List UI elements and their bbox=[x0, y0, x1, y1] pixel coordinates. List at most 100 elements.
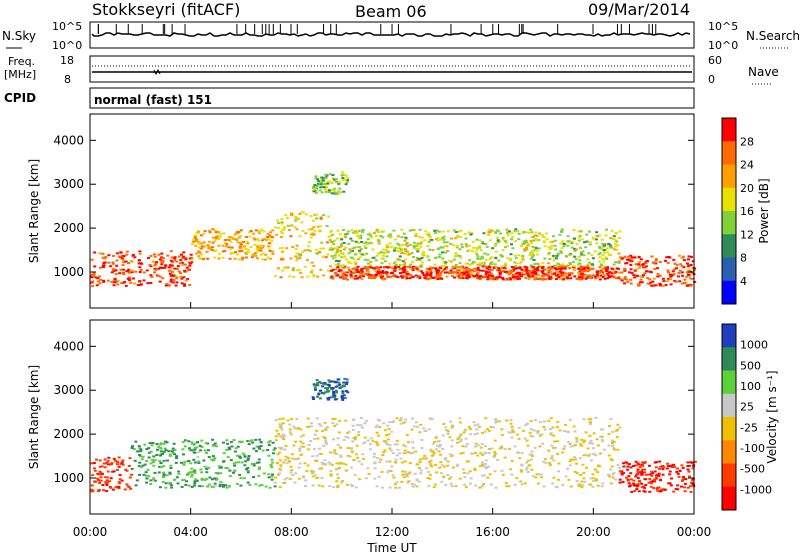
echo-cell bbox=[398, 419, 402, 422]
echo-cell bbox=[257, 249, 261, 252]
echo-cell bbox=[548, 428, 552, 431]
echo-cell bbox=[525, 231, 529, 234]
echo-cell bbox=[503, 270, 507, 273]
echo-cell bbox=[255, 250, 259, 253]
echo-cell bbox=[102, 264, 106, 267]
echo-cell bbox=[202, 232, 206, 235]
x-tick-label: 16:00 bbox=[475, 525, 510, 539]
echo-cell bbox=[274, 419, 278, 422]
echo-cell bbox=[197, 462, 201, 465]
echo-cell bbox=[336, 484, 340, 487]
echo-cell bbox=[426, 477, 430, 480]
echo-cell bbox=[441, 230, 445, 233]
echo-cell bbox=[183, 461, 187, 464]
echo-cell bbox=[337, 181, 341, 184]
echo-cell bbox=[93, 265, 97, 268]
echo-cell bbox=[485, 267, 489, 270]
echo-cell bbox=[488, 258, 492, 261]
echo-cell bbox=[434, 463, 438, 466]
echo-cell bbox=[412, 425, 416, 428]
echo-cell bbox=[162, 465, 166, 468]
echo-cell bbox=[577, 262, 581, 265]
echo-cell bbox=[446, 430, 450, 433]
echo-cell bbox=[99, 471, 103, 474]
echo-cell bbox=[183, 284, 187, 287]
echo-cell bbox=[293, 481, 297, 484]
echo-cell bbox=[469, 272, 473, 275]
echo-cell bbox=[193, 461, 197, 464]
echo-cell bbox=[458, 477, 462, 480]
echo-cell bbox=[479, 249, 483, 252]
echo-cell bbox=[196, 455, 200, 458]
echo-cell bbox=[486, 278, 490, 281]
echo-cell bbox=[366, 439, 370, 442]
echo-cell bbox=[470, 452, 474, 455]
echo-cell bbox=[335, 381, 339, 384]
echo-cell bbox=[162, 471, 166, 474]
echo-cell bbox=[390, 430, 394, 433]
echo-cell bbox=[377, 268, 381, 271]
echo-cell bbox=[596, 444, 600, 447]
echo-cell bbox=[367, 276, 371, 279]
echo-cell bbox=[419, 270, 423, 273]
echo-cell bbox=[477, 276, 481, 279]
echo-cell bbox=[518, 266, 522, 269]
echo-cell bbox=[358, 256, 362, 259]
echo-cell bbox=[246, 248, 250, 251]
echo-cell bbox=[682, 259, 686, 262]
echo-cell bbox=[191, 442, 195, 445]
echo-cell bbox=[170, 486, 174, 489]
echo-cell bbox=[611, 238, 615, 241]
echo-cell bbox=[669, 275, 673, 278]
echo-cell bbox=[258, 447, 262, 450]
echo-cell bbox=[500, 266, 504, 269]
echo-cell bbox=[663, 488, 667, 491]
echo-cell bbox=[468, 264, 472, 267]
echo-cell bbox=[141, 464, 145, 467]
echo-cell bbox=[659, 488, 663, 491]
echo-cell bbox=[394, 461, 398, 464]
echo-cell bbox=[310, 470, 314, 473]
echo-cell bbox=[337, 431, 341, 434]
echo-cell bbox=[686, 258, 690, 261]
echo-cell bbox=[176, 482, 180, 485]
echo-cell bbox=[600, 435, 604, 438]
echo-cell bbox=[658, 274, 662, 277]
echo-cell bbox=[550, 267, 554, 270]
echo-cell bbox=[580, 271, 584, 274]
echo-cell bbox=[393, 443, 397, 446]
echo-cell bbox=[374, 230, 378, 233]
echo-cell bbox=[324, 442, 328, 445]
echo-cell bbox=[215, 236, 219, 239]
echo-cell bbox=[459, 256, 463, 259]
echo-cell bbox=[100, 465, 104, 468]
echo-cell bbox=[273, 481, 277, 484]
echo-cell bbox=[551, 235, 555, 238]
echo-cell bbox=[238, 440, 242, 443]
echo-cell bbox=[200, 485, 204, 488]
echo-cell bbox=[205, 451, 209, 454]
echo-cell bbox=[640, 486, 644, 489]
echo-cell bbox=[408, 277, 412, 280]
echo-cell bbox=[395, 443, 399, 446]
echo-cell bbox=[650, 470, 654, 473]
echo-cell bbox=[460, 267, 464, 270]
echo-cell bbox=[348, 455, 352, 458]
echo-cell bbox=[339, 455, 343, 458]
power-echoes bbox=[90, 171, 697, 288]
echo-cell bbox=[538, 445, 542, 448]
echo-cell bbox=[620, 279, 624, 282]
echo-cell bbox=[620, 257, 624, 260]
echo-cell bbox=[601, 257, 605, 260]
echo-cell bbox=[543, 268, 547, 271]
echo-cell bbox=[523, 273, 527, 276]
echo-cell bbox=[401, 243, 405, 246]
echo-cell bbox=[641, 274, 645, 277]
echo-cell bbox=[225, 243, 229, 246]
echo-cell bbox=[387, 250, 391, 253]
cpid-frame bbox=[89, 87, 695, 109]
echo-cell bbox=[566, 441, 570, 444]
echo-cell bbox=[289, 465, 293, 468]
echo-cell bbox=[466, 273, 470, 276]
echo-cell bbox=[340, 252, 344, 255]
